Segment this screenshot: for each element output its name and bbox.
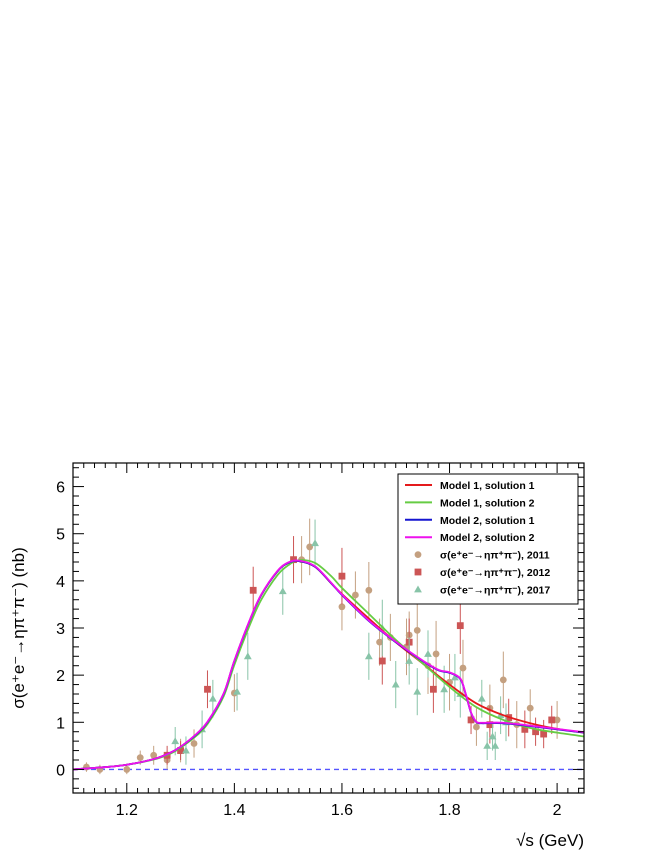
data-point-triangle (488, 732, 497, 740)
data-point-square (548, 716, 556, 724)
data-point-square (521, 725, 529, 733)
x-tick-label: 2 (553, 802, 562, 819)
model-curve-4 (73, 559, 584, 771)
data-point-circle (123, 766, 131, 773)
data-point-triangle (364, 652, 373, 660)
legend-marker-swatch (414, 568, 422, 576)
data-point-circle (459, 664, 467, 672)
data-point-circle (365, 586, 373, 594)
data-point-triangle (450, 673, 459, 681)
legend-entry: σ(e⁺e⁻→ηπ⁺π⁻), 2012 (440, 567, 550, 579)
data-point-circle (499, 676, 507, 684)
legend-box (397, 473, 579, 605)
data-point-square (467, 716, 475, 724)
data-point-triangle (491, 741, 500, 749)
data-point-triangle (233, 687, 241, 695)
data-point-triangle (182, 746, 190, 754)
y-axis-title: σ(e⁺e⁻→ηπ⁺π⁻) (nb) (9, 547, 28, 708)
data-point-square (532, 728, 539, 736)
y-tick-label: 6 (56, 480, 65, 497)
legend: Model 1, solution 1 Model 1, solution 2 Mo… (397, 473, 579, 605)
data-point-circle (351, 591, 359, 599)
data-point-triangle (413, 687, 422, 695)
data-point-circle (306, 543, 314, 551)
data-point-triangle (171, 737, 180, 745)
data-point-circle (526, 704, 534, 712)
legend-entry: σ(e⁺e⁻→ηπ⁺π⁻), 2011 (440, 550, 550, 562)
data-point-square (338, 572, 346, 580)
legend-entry: σ(e⁺e⁻→ηπ⁺π⁻), 2017 (440, 584, 550, 596)
x-tick-label: 1.8 (438, 802, 460, 819)
legend-entry: Model 1, solution 1 (440, 480, 535, 492)
y-tick-label: 4 (56, 574, 65, 591)
data-point-triangle (477, 694, 486, 702)
data-point-circle (413, 626, 421, 634)
legend-marker-swatch (414, 585, 422, 593)
data-point-triangle (424, 650, 432, 657)
data-point-triangle (208, 694, 217, 702)
data-point-square (204, 685, 211, 693)
x-tick-label: 1.2 (116, 802, 138, 819)
data-point-square (486, 721, 494, 729)
data-point-circle (432, 650, 440, 658)
y-tick-label: 2 (56, 668, 65, 685)
axis-ticks (72, 463, 584, 793)
data-point-triangle (440, 685, 449, 693)
data-point-circle (376, 638, 383, 646)
data-point-circle (150, 751, 158, 759)
x-tick-label: 1.6 (331, 802, 353, 819)
data-point-circle (338, 603, 346, 611)
data-point-circle (190, 740, 198, 747)
data-point-triangle (311, 539, 319, 547)
y-tick-label: 1 (56, 715, 65, 732)
data-point-circle (473, 723, 480, 731)
legend-entry: Model 2, solution 1 (440, 515, 535, 527)
y-tick-label: 5 (56, 527, 65, 544)
model-curves-layer (73, 559, 584, 771)
y-tick-label: 3 (56, 621, 65, 638)
data-point-square (429, 685, 437, 693)
data-point-triangle (391, 680, 400, 688)
data-point-triangle (483, 741, 492, 749)
data-point-circle (553, 716, 561, 724)
y-tick-labels: 0 1 2 3 4 5 6 (56, 480, 65, 780)
data-point-square (540, 730, 548, 738)
data-point-triangle (405, 657, 414, 664)
data-point-square (177, 747, 184, 754)
data-point-square (249, 586, 257, 594)
data-point-square (378, 657, 386, 665)
data-point-square (290, 556, 297, 564)
data-point-square (456, 622, 464, 630)
x-tick-labels: 1.2 1.4 1.6 1.8 2 (116, 802, 562, 819)
data-point-triangle (278, 587, 287, 595)
x-tick-label: 1.4 (223, 802, 245, 819)
legend-entry: Model 1, solution 2 (440, 497, 535, 509)
legend-entry: Model 2, solution 2 (440, 532, 535, 544)
y-tick-label: 0 (56, 762, 65, 779)
data-point-circle (136, 754, 144, 762)
data-point-triangle (243, 652, 252, 660)
legend-marker-swatch (414, 551, 422, 558)
x-axis-title: √s (GeV) (516, 831, 584, 850)
